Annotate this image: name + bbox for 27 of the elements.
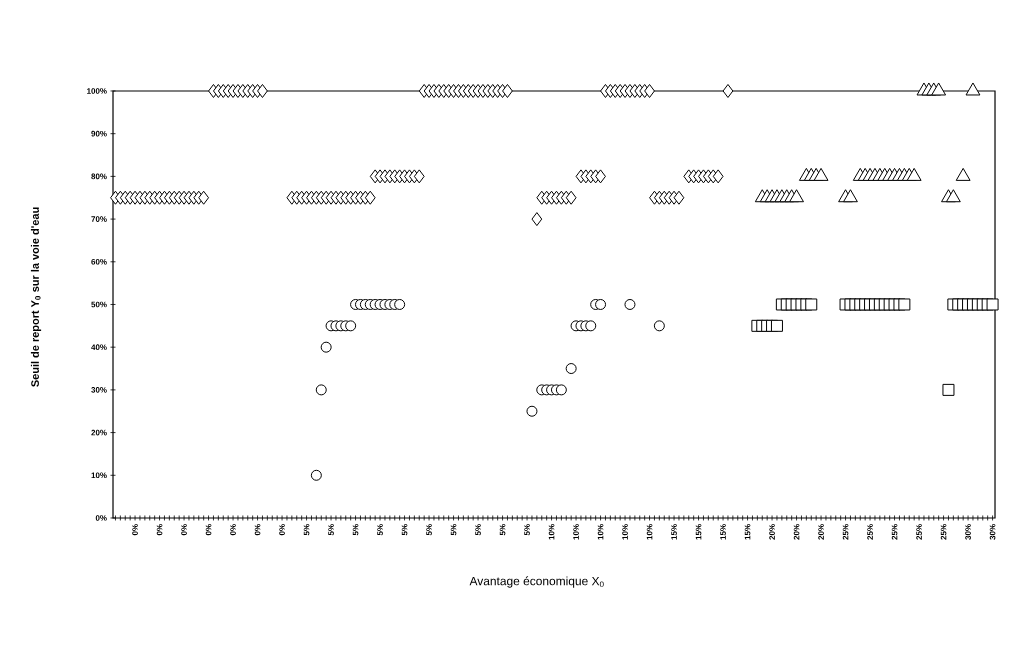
point	[789, 189, 804, 203]
point	[813, 167, 829, 181]
point	[898, 298, 911, 311]
point	[965, 82, 981, 96]
y-axis-title: Seuil de report Y$_{0}$ sur la voie d'eau	[30, 207, 42, 387]
point	[931, 82, 947, 96]
x-axis-title: Avantage économique X$_{0}$	[469, 576, 604, 588]
point	[310, 469, 322, 481]
point	[653, 320, 665, 332]
point	[843, 189, 858, 203]
point	[805, 298, 818, 311]
point	[770, 319, 783, 332]
point	[585, 320, 597, 332]
point	[906, 167, 922, 181]
point	[945, 189, 961, 203]
point	[986, 298, 999, 311]
point	[526, 405, 538, 417]
point	[955, 167, 971, 181]
point	[394, 298, 406, 310]
point	[555, 384, 567, 396]
point	[624, 298, 636, 310]
point	[942, 383, 955, 396]
point	[345, 320, 357, 332]
point	[320, 341, 332, 353]
point	[565, 363, 577, 375]
point	[595, 298, 607, 310]
point	[315, 384, 327, 396]
